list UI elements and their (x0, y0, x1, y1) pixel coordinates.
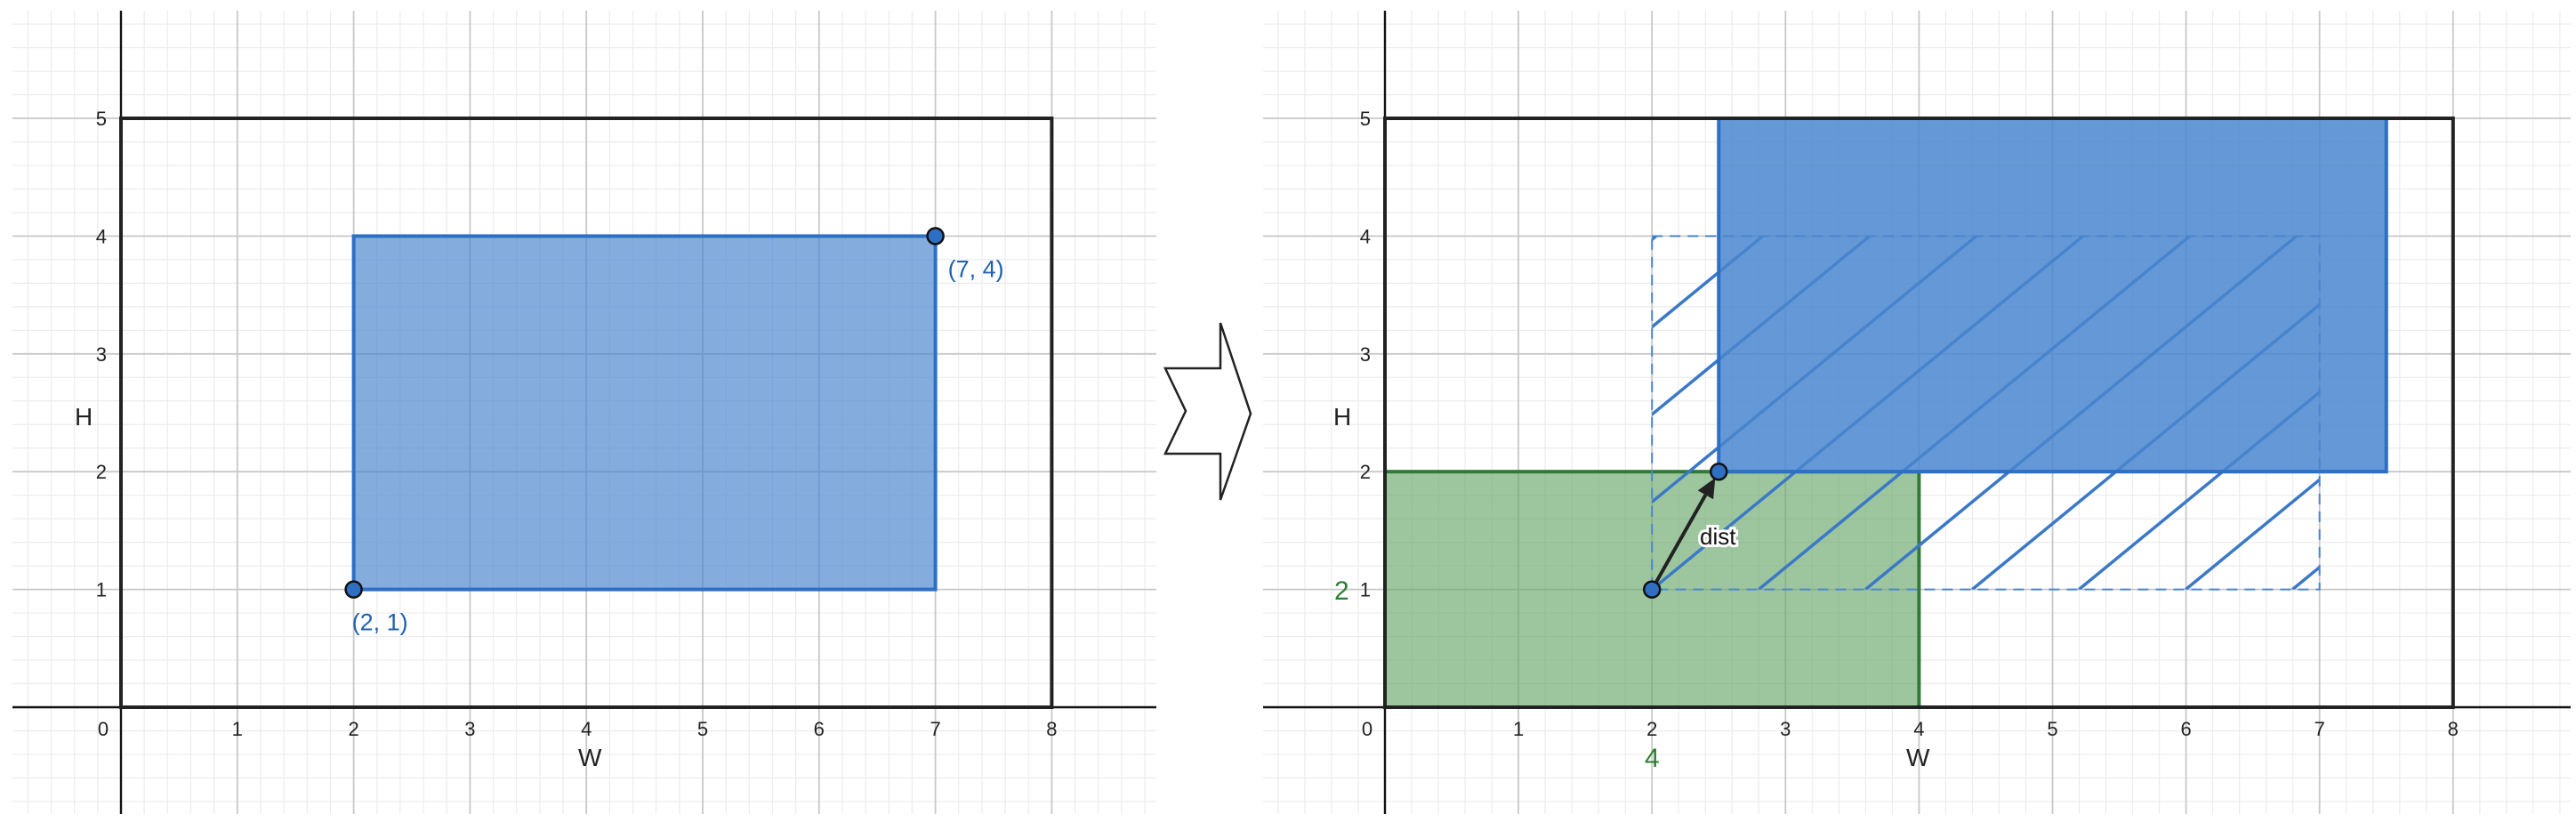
right-outer-rectangle (1383, 117, 2455, 709)
x-tick-label: 5 (697, 718, 708, 740)
left-y-axis-label: H (75, 403, 93, 431)
dist-arrow (1650, 494, 1708, 591)
left-point-top-right[interactable] (926, 227, 945, 246)
left-x-axis-label: W (578, 744, 602, 771)
x-tick-label: 0 (1362, 718, 1373, 740)
right-moved-point[interactable] (1710, 462, 1728, 481)
hatch-line (1652, 236, 1764, 329)
x-tick-label: 6 (2180, 718, 2191, 740)
right-y-axis-label: H (1333, 403, 1351, 431)
left-point-bottom-left-label: (2, 1) (352, 609, 408, 636)
x-tick-label: 3 (464, 718, 475, 740)
y-tick-label: 4 (96, 225, 107, 247)
y-tick-label: 5 (1360, 108, 1371, 130)
x-tick-label: 7 (2314, 718, 2325, 740)
x-tick-label: 4 (581, 718, 592, 740)
y-tick-label: 1 (1360, 579, 1371, 601)
x-tick-label: 2 (348, 718, 358, 740)
transition-arrow (1163, 322, 1252, 501)
left-blue-rectangle (351, 234, 938, 592)
x-tick-label: 8 (2448, 718, 2459, 740)
right-x-axis-label: W (1906, 744, 1930, 771)
green-height-label: 2 (1334, 576, 1349, 606)
left-graph: 0 1 2 3 4 5 6 7 8 1 2 3 4 5 (2, 1) (7, 4) W H (12, 11, 1156, 814)
moved-blue-rectangle (1717, 117, 2388, 474)
left-point-bottom-left[interactable] (344, 580, 363, 599)
y-tick-label: 4 (1360, 225, 1371, 247)
y-tick-label: 3 (1360, 343, 1371, 366)
hatch-line (2399, 236, 2576, 589)
x-tick-label: 5 (2047, 718, 2057, 740)
x-tick-label: 0 (98, 718, 109, 740)
x-tick-label: 4 (1913, 718, 1924, 740)
x-tick-label: 8 (1046, 718, 1057, 740)
hatch-line (2506, 236, 2576, 589)
left-point-top-right-label: (7, 4) (948, 255, 1004, 282)
x-tick-label: 6 (814, 718, 825, 740)
right-tick-labels: 0 1 2 3 4 5 6 7 8 1 2 3 4 5 (1360, 108, 2459, 740)
x-tick-label: 1 (232, 718, 243, 740)
right-origin-point[interactable] (1642, 580, 1662, 599)
green-width-label: 4 (1645, 744, 1660, 773)
y-tick-label: 1 (96, 579, 107, 601)
dist-label: dist (1700, 523, 1736, 550)
x-tick-label: 7 (930, 718, 940, 740)
y-tick-label: 5 (96, 108, 107, 130)
dist-arrowhead (1697, 478, 1716, 500)
y-tick-label: 3 (96, 343, 107, 366)
x-tick-label: 3 (1780, 718, 1791, 740)
x-tick-label: 2 (1646, 718, 1657, 740)
hatch-line (2185, 477, 2320, 590)
y-tick-label: 2 (1360, 461, 1371, 483)
left-tick-labels: 0 1 2 3 4 5 6 7 8 1 2 3 4 5 (96, 108, 1058, 740)
x-tick-label: 1 (1513, 718, 1524, 740)
left-outer-rectangle (119, 117, 1054, 709)
y-tick-label: 2 (96, 461, 107, 483)
